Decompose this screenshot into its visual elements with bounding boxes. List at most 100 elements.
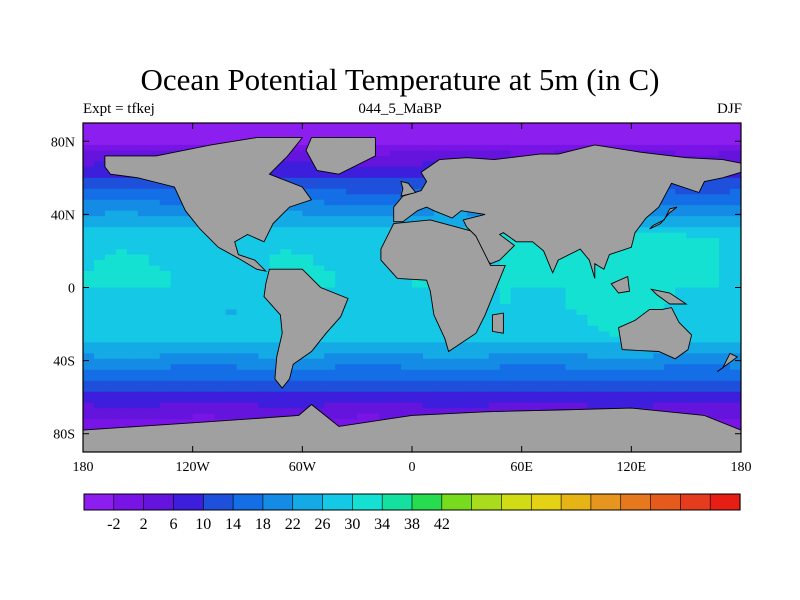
temperature-cell bbox=[587, 292, 600, 300]
temperature-cell bbox=[104, 172, 117, 179]
temperature-cell bbox=[554, 309, 567, 316]
temperature-cell bbox=[543, 342, 556, 349]
temperature-cell bbox=[247, 128, 260, 135]
temperature-cell bbox=[137, 386, 150, 393]
temperature-cell bbox=[313, 271, 325, 278]
temperature-cell bbox=[346, 292, 358, 300]
temperature-cell bbox=[324, 391, 336, 398]
temperature-cell bbox=[83, 133, 95, 141]
temperature-cell bbox=[433, 133, 446, 141]
temperature-cell bbox=[335, 413, 347, 420]
temperature-cell bbox=[324, 210, 336, 217]
temperature-cell bbox=[565, 342, 578, 349]
temperature-cell bbox=[620, 298, 632, 305]
temperature-cell bbox=[192, 413, 205, 420]
temperature-cell bbox=[302, 205, 314, 212]
temperature-cell bbox=[214, 408, 227, 415]
temperature-cell bbox=[115, 139, 128, 146]
temperature-cell bbox=[488, 303, 501, 311]
temperature-cell bbox=[126, 298, 139, 305]
temperature-cell bbox=[412, 358, 424, 365]
temperature-cell bbox=[587, 325, 600, 332]
temperature-cell bbox=[225, 336, 238, 343]
temperature-cell bbox=[686, 364, 698, 371]
temperature-cell bbox=[730, 276, 741, 283]
temperature-cell bbox=[412, 353, 424, 360]
temperature-cell bbox=[521, 123, 534, 130]
temperature-cell bbox=[730, 331, 741, 338]
temperature-cell bbox=[664, 133, 676, 141]
temperature-cell bbox=[730, 309, 741, 316]
temperature-cell bbox=[83, 123, 95, 130]
temperature-cell bbox=[313, 282, 325, 289]
temperature-cell bbox=[104, 375, 117, 382]
temperature-cell bbox=[83, 260, 95, 267]
temperature-cell bbox=[214, 282, 227, 289]
temperature-cell bbox=[346, 194, 358, 201]
temperature-cell bbox=[291, 177, 303, 184]
temperature-cell bbox=[675, 303, 687, 311]
temperature-cell bbox=[335, 358, 347, 365]
temperature-cell bbox=[455, 408, 468, 415]
temperature-cell bbox=[115, 369, 128, 376]
temperature-cell bbox=[115, 133, 128, 141]
temperature-cell bbox=[126, 282, 139, 289]
temperature-cell bbox=[291, 205, 303, 212]
temperature-cell bbox=[148, 364, 161, 371]
temperature-cell bbox=[543, 271, 556, 278]
temperature-cell bbox=[280, 386, 292, 393]
x-tick-label: 60E bbox=[510, 460, 533, 475]
temperature-cell bbox=[686, 227, 698, 234]
temperature-cell bbox=[379, 364, 391, 371]
temperature-cell bbox=[126, 287, 139, 294]
colorbar-swatch bbox=[501, 493, 532, 511]
temperature-cell bbox=[192, 347, 205, 354]
temperature-cell bbox=[126, 309, 139, 316]
temperature-cell bbox=[93, 166, 106, 173]
temperature-cell bbox=[291, 254, 303, 261]
temperature-cell bbox=[554, 342, 567, 349]
temperature-cell bbox=[598, 123, 610, 130]
temperature-cell bbox=[159, 144, 172, 152]
temperature-cell bbox=[236, 314, 249, 321]
temperature-cell bbox=[247, 391, 260, 398]
temperature-cell bbox=[313, 221, 325, 228]
colorbar-swatch bbox=[411, 493, 443, 511]
temperature-cell bbox=[93, 358, 106, 365]
temperature-cell bbox=[159, 287, 172, 294]
temperature-cell bbox=[104, 188, 117, 195]
temperature-cell bbox=[565, 276, 578, 283]
temperature-cell bbox=[598, 391, 610, 398]
temperature-cell bbox=[170, 314, 183, 321]
temperature-cell bbox=[390, 303, 402, 311]
temperature-cell bbox=[719, 238, 731, 245]
temperature-cell bbox=[730, 271, 741, 278]
temperature-cell bbox=[324, 336, 336, 343]
temperature-cell bbox=[554, 380, 567, 387]
temperature-cell bbox=[587, 287, 600, 294]
temperature-cell bbox=[433, 331, 446, 338]
temperature-cell bbox=[521, 353, 534, 360]
temperature-cell bbox=[137, 347, 150, 354]
temperature-cell bbox=[708, 358, 720, 365]
temperature-cell bbox=[137, 232, 150, 239]
temperature-cell bbox=[115, 419, 128, 426]
temperature-cell bbox=[390, 375, 402, 382]
temperature-cell bbox=[236, 282, 249, 289]
temperature-cell bbox=[697, 194, 709, 201]
temperature-cell bbox=[324, 331, 336, 338]
temperature-cell bbox=[631, 386, 643, 393]
temperature-cell bbox=[93, 287, 106, 294]
temperature-cell bbox=[664, 358, 676, 365]
temperature-cell bbox=[335, 271, 347, 278]
temperature-cell bbox=[390, 309, 402, 316]
temperature-cell bbox=[302, 166, 314, 173]
temperature-cell bbox=[719, 150, 731, 157]
temperature-cell bbox=[192, 397, 205, 404]
temperature-cell bbox=[269, 386, 281, 393]
temperature-cell bbox=[181, 413, 194, 420]
temperature-cell bbox=[543, 353, 556, 360]
temperature-cell bbox=[697, 386, 709, 393]
temperature-cell bbox=[368, 238, 380, 245]
temperature-cell bbox=[390, 380, 402, 387]
